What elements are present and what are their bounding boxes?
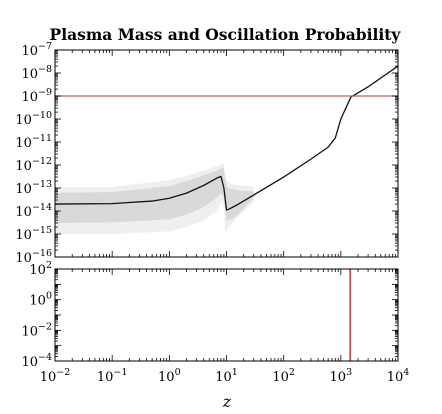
series-line-0 [54,65,399,211]
top-y-tick-label: 10−10 [15,110,52,128]
bottom-y-tick-label: 102 [29,260,52,278]
top-y-tick-label: 10−14 [15,202,52,220]
bottom-y-tick-labels: 102 100 10−2 10−4 [21,260,52,370]
top-y-tick-label: 10−16 [15,248,52,266]
top-y-tick-label: 10−15 [15,225,52,243]
confidence-band-1 [55,167,254,224]
top-y-tick-label: 10−13 [15,179,52,197]
chart-title: Plasma Mass and Oscillation Probability [50,25,402,44]
x-tick-label: 102 [272,367,295,385]
x-tick-label: 100 [158,367,181,385]
bottom-y-tick-label: 10−4 [21,352,52,370]
bottom-axis-ticks [54,268,399,362]
top-y-tick-label: 10−11 [15,133,52,151]
x-axis-label: z [222,392,232,411]
x-tick-label: 103 [330,367,353,385]
confidence-bands [55,163,254,234]
x-tick-label: 101 [215,367,238,385]
series-lines [54,65,399,211]
x-tick-label: 10−2 [40,367,71,385]
x-tick-labels: 10−2 10−1 100 101 102 103 104 [40,367,410,385]
top-y-tick-label: 10−8 [21,64,52,82]
bottom-plot-frame [54,268,399,362]
bottom-panel [54,268,399,362]
bottom-y-tick-label: 100 [29,291,52,309]
top-y-tick-labels: 10−7 10−8 10−9 10−10 10−11 10−12 10−13 10−14 10−… [15,41,52,266]
top-panel [54,49,399,258]
top-plot-frame [54,49,399,258]
top-y-tick-label: 10−9 [21,87,52,105]
bottom-y-tick-label: 10−2 [21,321,52,339]
x-tick-label: 104 [387,367,410,385]
x-tick-label: 10−1 [97,367,128,385]
top-y-tick-label: 10−7 [21,41,52,59]
top-y-tick-label: 10−12 [15,156,52,174]
